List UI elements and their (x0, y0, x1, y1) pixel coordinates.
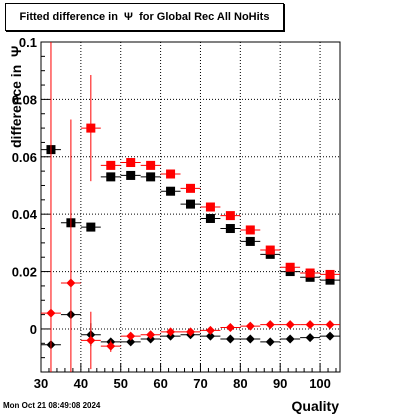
data-point-diamond (46, 308, 56, 318)
data-point-square (245, 236, 255, 246)
data-point-diamond (285, 320, 295, 330)
data-point-square (265, 245, 275, 255)
data-point-square (86, 123, 96, 133)
data-point-square (166, 169, 176, 179)
y-tick-label: 0.06 (12, 150, 37, 165)
chart-title: Fitted difference in Ψ for Global Rec Al… (19, 11, 270, 23)
data-point-square (225, 224, 235, 234)
data-point-square (106, 172, 116, 182)
data-point-diamond (66, 278, 76, 288)
data-point-square (186, 183, 195, 193)
data-point-square (325, 275, 335, 285)
x-tick-label: 30 (34, 376, 48, 391)
x-tick-label: 90 (273, 376, 287, 391)
data-point-diamond (126, 331, 136, 341)
x-tick-label: 70 (193, 376, 207, 391)
data-point-diamond (265, 337, 275, 347)
x-tick-label: 60 (153, 376, 167, 391)
data-point-diamond (146, 330, 156, 340)
data-point-diamond (186, 327, 195, 337)
data-point-square (166, 186, 176, 196)
data-point-square (146, 172, 156, 182)
x-tick-label: 100 (309, 376, 331, 391)
data-point-square (205, 213, 215, 223)
data-point-diamond (205, 325, 215, 335)
data-point-square (126, 170, 136, 180)
y-tick-label: 0.02 (12, 265, 37, 280)
data-point-square (285, 262, 295, 272)
data-point-diamond (325, 320, 335, 330)
x-tick-label: 80 (233, 376, 247, 391)
data-point-square (305, 268, 315, 278)
x-tick-label: 50 (113, 376, 127, 391)
x-tick-label: 40 (74, 376, 88, 391)
y-axis-label: difference in Ψ (8, 46, 24, 148)
data-point-diamond (305, 320, 315, 330)
timestamp: Mon Oct 21 08:49:08 2024 (3, 401, 101, 410)
data-point-square (186, 199, 195, 209)
y-tick-label: 0.08 (12, 92, 37, 107)
data-point-diamond (166, 327, 176, 337)
data-point-square (225, 211, 235, 221)
data-point-diamond (225, 323, 235, 333)
data-point-square (205, 202, 215, 212)
data-point-diamond (305, 333, 315, 343)
data-point-diamond (205, 331, 215, 341)
data-point-diamond (86, 335, 96, 345)
data-points (41, 42, 340, 372)
data-point-square (325, 269, 335, 279)
data-point-diamond (325, 331, 335, 341)
axis-ticks (40, 41, 337, 373)
data-point-diamond (245, 321, 255, 331)
data-point-square (146, 160, 156, 170)
data-point-diamond (106, 341, 116, 351)
data-point-diamond (126, 337, 136, 347)
title-box: Fitted difference in Ψ for Global Rec Al… (5, 3, 284, 31)
data-point-square (86, 222, 96, 232)
data-point-diamond (285, 334, 295, 344)
y-tick-label: 0 (30, 322, 37, 337)
y-tick-label: 0.1 (19, 35, 37, 50)
y-tick-label: 0.04 (12, 207, 38, 222)
data-point-diamond (245, 334, 255, 344)
tick-labels: 30 40 50 60 70 80 90 100 0 0.02 0.04 0.06 0.08 0.1 (12, 35, 331, 391)
plot-frame (40, 41, 341, 373)
data-point-square (245, 225, 255, 235)
data-point-square (106, 160, 116, 170)
x-axis-label: Quality (292, 398, 340, 414)
data-point-diamond (265, 320, 275, 330)
data-point-square (126, 158, 136, 168)
data-point-diamond (225, 334, 235, 344)
